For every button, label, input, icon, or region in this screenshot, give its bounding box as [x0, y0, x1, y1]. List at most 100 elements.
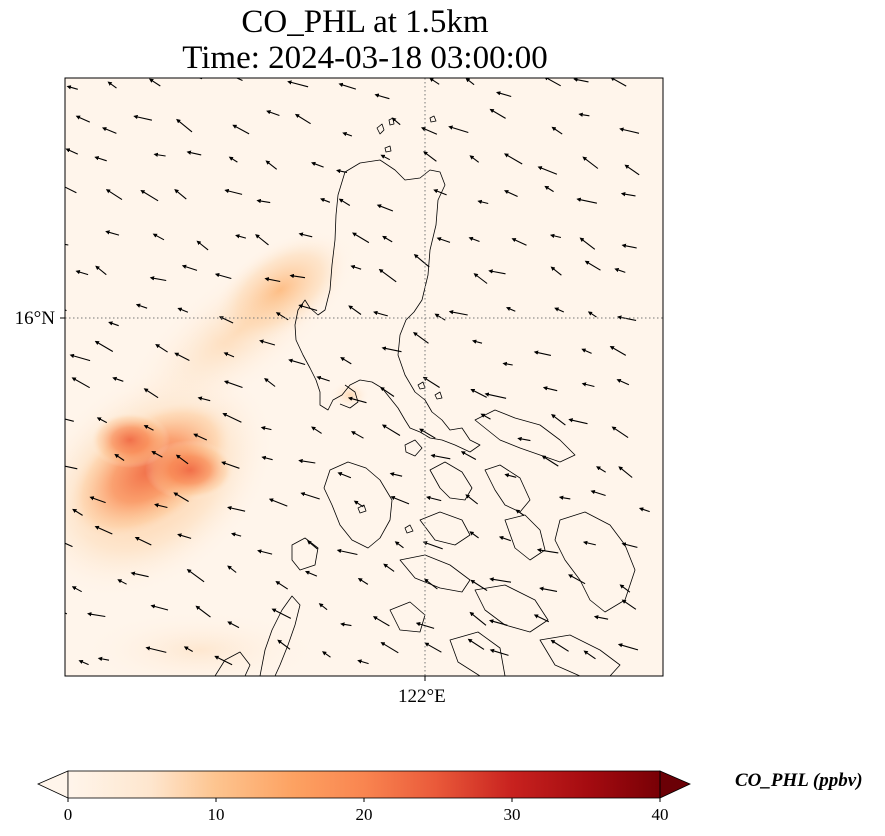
wind-arrow — [155, 343, 168, 353]
wind-arrow — [307, 540, 318, 550]
wind-arrow — [176, 118, 193, 133]
wind-arrow — [340, 622, 352, 627]
wind-arrow — [429, 78, 440, 85]
wind-arrow — [533, 350, 552, 356]
wind-arrow — [381, 424, 401, 436]
wind-arrow — [638, 507, 650, 513]
wind-arrow — [609, 345, 627, 356]
wind-arrow — [420, 127, 438, 135]
wind-arrow — [378, 268, 397, 283]
wind-arrow — [503, 153, 523, 165]
wind-arrow — [579, 237, 596, 250]
wind-arrow — [488, 619, 508, 626]
wind-arrow — [266, 110, 280, 117]
wind-arrow — [96, 417, 108, 424]
wind-arrow — [543, 78, 561, 87]
wind-arrow — [477, 199, 489, 205]
wind-arrow — [550, 266, 562, 276]
wind-arrow — [448, 310, 468, 316]
wind-arrow — [380, 642, 399, 654]
wind-arrow — [434, 313, 446, 321]
wind-arrow — [379, 386, 395, 397]
wind-arrow — [152, 233, 165, 241]
wind-arrow — [221, 461, 240, 469]
wind-arrow — [551, 414, 566, 426]
wind-arrow — [89, 496, 106, 504]
wind-arrow — [460, 451, 477, 460]
wind-arrow — [505, 306, 516, 312]
wind-arrow — [380, 154, 391, 161]
wind-arrow — [228, 156, 238, 163]
wind-arrow — [112, 376, 124, 382]
map-title: CO_PHL at 1.5km — [241, 4, 489, 40]
wind-arrow — [338, 82, 357, 90]
wind-arrow — [260, 426, 272, 431]
wind-arrow — [584, 260, 601, 271]
wind-arrow — [271, 608, 292, 619]
colorbar-tick-label: 40 — [651, 805, 669, 824]
wind-arrow — [173, 492, 189, 502]
wind-arrow — [181, 264, 198, 271]
wind-arrow — [320, 198, 331, 203]
wind-arrow — [227, 505, 246, 512]
colorbar-tick-label: 0 — [63, 805, 73, 824]
wind-arrow — [65, 418, 74, 422]
wind-arrow — [433, 189, 447, 196]
wind-arrow — [423, 578, 438, 590]
wind-arrow — [65, 148, 79, 155]
wind-arrow — [583, 650, 596, 660]
wind-arrow — [469, 155, 480, 163]
wind-arrow — [621, 243, 637, 249]
wind-arrow — [268, 78, 270, 79]
wind-arrow — [498, 535, 511, 542]
wind-arrow — [140, 189, 159, 202]
wind-arrow — [581, 382, 595, 388]
wind-arrow — [97, 656, 110, 662]
wind-arrow — [350, 264, 362, 270]
wind-arrow — [186, 568, 205, 583]
wind-arrow — [101, 127, 117, 134]
wind-arrow — [143, 425, 154, 431]
wind-arrow — [105, 230, 120, 236]
wind-arrow — [353, 500, 364, 508]
wind-arrow — [145, 646, 167, 653]
wind-arrow — [66, 85, 78, 90]
wind-arrow — [554, 307, 565, 313]
wind-arrow — [214, 655, 233, 666]
wind-arrow — [196, 240, 209, 251]
wind-arrow — [511, 238, 527, 246]
wind-arrow — [275, 312, 289, 321]
wind-arrow — [614, 267, 626, 273]
wind-arrow — [154, 503, 168, 509]
wind-arrow — [590, 489, 606, 497]
wind-arrow — [275, 580, 289, 590]
wind-arrow — [357, 659, 369, 665]
wind-arrow — [223, 352, 235, 358]
wind-arrow — [257, 549, 273, 555]
wind-vectors — [65, 78, 650, 666]
wind-arrow — [65, 465, 78, 470]
wind-arrow — [105, 189, 123, 201]
wind-arrow — [340, 357, 352, 365]
wind-arrow — [415, 622, 435, 629]
wind-arrow — [558, 495, 571, 500]
wind-arrow — [222, 413, 242, 423]
wind-arrow — [214, 272, 232, 280]
wind-arrow — [542, 386, 558, 392]
wind-arrow — [541, 455, 559, 467]
wind-arrow — [265, 160, 278, 170]
wind-arrow — [264, 277, 281, 283]
wind-arrow — [549, 233, 562, 239]
wind-arrow — [151, 451, 163, 458]
wind-arrow — [347, 396, 367, 404]
wind-arrow — [175, 454, 189, 465]
wind-arrow — [69, 353, 91, 362]
wind-arrow — [596, 466, 606, 473]
wind-arrow — [298, 232, 313, 238]
wind-arrow — [581, 348, 592, 354]
wind-arrow — [582, 156, 599, 169]
wind-arrow — [235, 78, 243, 82]
wind-arrow — [616, 378, 630, 386]
map-frame — [64, 77, 664, 677]
wind-arrow — [536, 548, 559, 554]
